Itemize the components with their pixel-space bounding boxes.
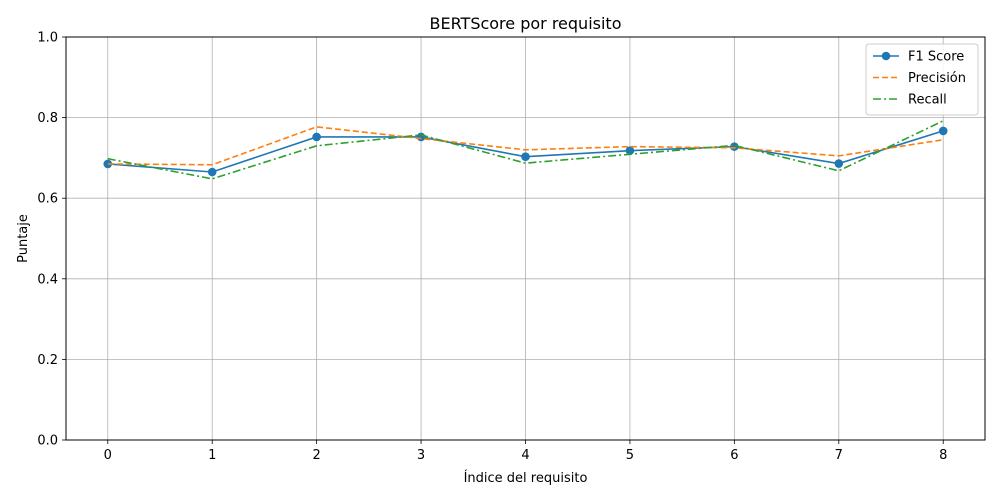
x-tick-label: 5 <box>626 448 634 463</box>
y-tick-label: 1.0 <box>37 31 58 46</box>
data-point <box>207 167 217 177</box>
legend-label: Recall <box>908 93 947 108</box>
x-axis-label: Índice del requisito <box>464 470 588 486</box>
y-tick-label: 0.0 <box>37 434 58 449</box>
data-point <box>312 132 321 142</box>
x-tick-label: 1 <box>208 448 216 463</box>
data-point <box>521 152 530 161</box>
y-tick-label: 0.8 <box>37 111 58 126</box>
x-tick-label: 3 <box>417 448 425 463</box>
y-axis-label: Puntaje <box>16 214 31 263</box>
legend-label: Precisión <box>908 71 966 86</box>
grid <box>66 36 985 441</box>
series-group <box>103 120 948 180</box>
legend-box <box>865 43 979 116</box>
legend: F1 Score Precisión Recall <box>865 43 979 116</box>
x-tick-label: 6 <box>730 448 738 463</box>
data-point <box>416 132 426 142</box>
axis-ticks: 0 1 2 3 4 5 6 7 8 0.0 0.2 0.4 0.6 0.8 1.0 <box>37 31 947 464</box>
data-point <box>730 142 739 151</box>
x-tick-label: 4 <box>521 448 529 463</box>
legend-label: F1 Score <box>908 50 964 65</box>
x-tick-label: 2 <box>312 448 320 463</box>
y-tick-label: 0.6 <box>37 192 58 207</box>
data-point <box>834 159 844 168</box>
data-point <box>938 126 948 136</box>
x-tick-label: 8 <box>939 448 947 463</box>
legend-marker <box>881 51 891 61</box>
x-tick-label: 0 <box>104 448 112 463</box>
series-precisi-n <box>107 126 944 166</box>
series-line <box>107 120 944 180</box>
x-tick-label: 7 <box>835 448 843 463</box>
data-point <box>625 146 635 155</box>
y-tick-label: 0.4 <box>37 272 58 287</box>
chart-title: BERTScore por requisito <box>430 14 622 33</box>
series-line <box>107 126 944 166</box>
series-recall <box>107 120 944 180</box>
y-tick-label: 0.2 <box>37 353 58 368</box>
